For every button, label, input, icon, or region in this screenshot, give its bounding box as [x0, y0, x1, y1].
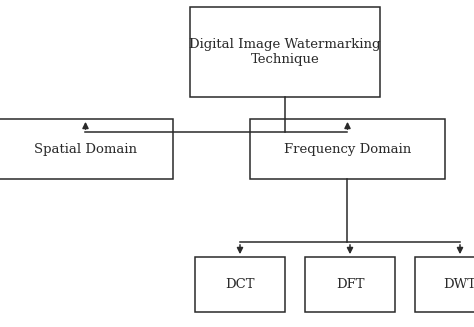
Text: DWT: DWT: [444, 278, 474, 291]
FancyBboxPatch shape: [415, 257, 474, 312]
Text: DFT: DFT: [336, 278, 364, 291]
FancyBboxPatch shape: [190, 7, 380, 97]
FancyBboxPatch shape: [305, 257, 395, 312]
Text: Spatial Domain: Spatial Domain: [34, 143, 137, 156]
Text: Frequency Domain: Frequency Domain: [284, 143, 411, 156]
Text: Digital Image Watermarking
Technique: Digital Image Watermarking Technique: [189, 38, 381, 66]
Text: DCT: DCT: [225, 278, 255, 291]
FancyBboxPatch shape: [0, 119, 173, 179]
FancyBboxPatch shape: [250, 119, 445, 179]
FancyBboxPatch shape: [195, 257, 285, 312]
